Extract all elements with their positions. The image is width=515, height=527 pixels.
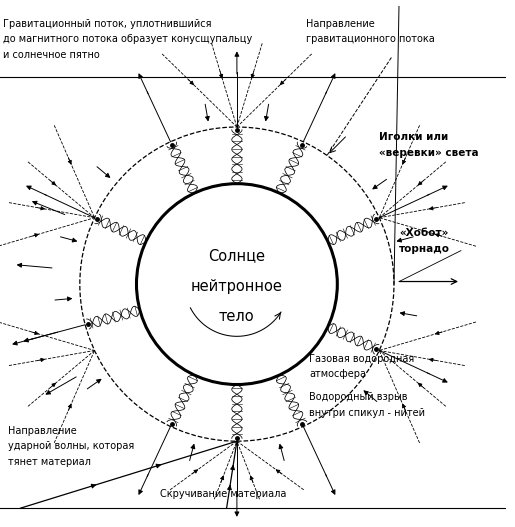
Text: Гравитационный поток, уплотнившийся: Гравитационный поток, уплотнившийся (3, 19, 211, 29)
Text: Водородный взрыв: Водородный взрыв (309, 392, 407, 402)
Text: Солнце: Солнце (209, 248, 265, 264)
Text: «Хобот»: «Хобот» (399, 229, 449, 239)
Circle shape (136, 184, 337, 385)
Text: Иголки или: Иголки или (379, 132, 448, 142)
Text: тело: тело (219, 308, 255, 324)
Text: нейтронное: нейтронное (191, 279, 283, 294)
Text: внутри спикул - нитей: внутри спикул - нитей (309, 408, 425, 418)
Text: Направление: Направление (8, 426, 76, 436)
Text: до магнитного потока образует конусщупальцу: до магнитного потока образует конусщупал… (3, 34, 252, 44)
Text: гравитационного потока: гравитационного потока (306, 34, 435, 44)
Text: торнадо: торнадо (399, 244, 450, 254)
Text: «веревки» света: «веревки» света (379, 148, 478, 158)
Text: Скручивание материала: Скручивание материала (160, 489, 286, 499)
Text: Направление: Направление (306, 19, 375, 29)
Text: ударной волны, которая: ударной волны, которая (8, 441, 134, 451)
Text: тянет материал: тянет материал (8, 456, 91, 466)
Text: и солнечное пятно: и солнечное пятно (3, 50, 99, 60)
Text: атмосфера: атмосфера (309, 369, 366, 379)
Text: Газовая водородная: Газовая водородная (309, 354, 414, 364)
